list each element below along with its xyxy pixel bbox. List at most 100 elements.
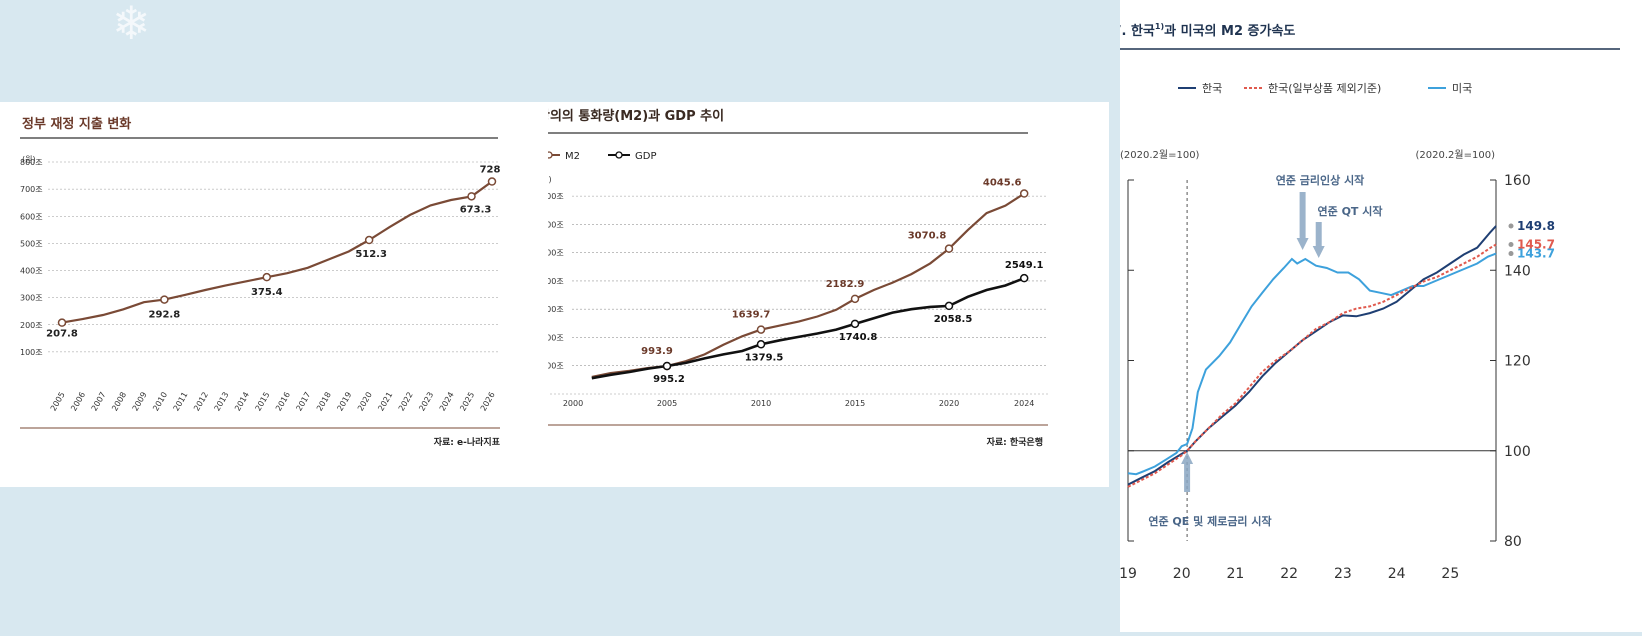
data-point-marker (850, 294, 860, 304)
x-tick-label: 2005 (657, 399, 677, 408)
rate-hike-arrow (1296, 192, 1309, 250)
series-line-2 (1127, 252, 1497, 476)
x-tick-label: 2007 (90, 391, 108, 413)
legend-label-1: GDP (635, 151, 656, 162)
legend-marker-1 (615, 151, 623, 159)
legend-marker-0 (545, 151, 553, 159)
x-tick-label: 2013 (213, 391, 231, 413)
data-point-marker (467, 192, 476, 201)
x-tick-label: 2009 (131, 391, 149, 413)
x-tick-label: 2008 (110, 391, 128, 413)
x-tick-label: 25 (1441, 566, 1459, 582)
data-point-marker (57, 318, 67, 327)
data-point-label: 993.9 (641, 346, 673, 357)
chart-title: 그림 7. 한국1)과 미국의 M2 증가속도 (1120, 22, 1295, 39)
x-tick-label: 20 (1173, 566, 1191, 582)
legend-label-1: 한국(일부상품 제외기준) (1268, 81, 1381, 95)
left-axis-note: (2020.2월=100) (1120, 149, 1200, 161)
y-tick-label: 200조 (20, 321, 43, 330)
data-point-label: 3070.8 (908, 231, 947, 242)
end-marker-2 (1508, 251, 1514, 257)
data-point-marker (944, 301, 954, 311)
data-point-label: 1639.7 (732, 310, 771, 321)
y-tick-label: 1500조 (548, 333, 564, 342)
x-tick-label: 2023 (417, 391, 435, 413)
data-point-marker (364, 235, 374, 245)
x-tick-label: 2010 (151, 391, 169, 413)
qe-arrow (1181, 452, 1194, 492)
series-line-1 (1127, 243, 1497, 488)
data-point-marker (756, 340, 766, 349)
right-axis-note: (2020.2월=100) (1416, 149, 1496, 161)
data-point-marker (1019, 273, 1029, 283)
x-tick-label: 2014 (233, 391, 251, 413)
x-tick-label: 2017 (294, 391, 312, 413)
x-tick-label: 21 (1227, 566, 1245, 582)
y-tick-label: 3000조 (548, 249, 564, 258)
data-point-marker (160, 295, 169, 304)
data-point-label: 1740.8 (839, 332, 878, 343)
end-value-label-1: 145.7 (1517, 238, 1555, 252)
y-tick-label: 4000조 (548, 362, 564, 371)
data-point-marker (487, 177, 497, 186)
y-tick-label: 2500조 (548, 277, 564, 286)
x-tick-label: 2000 (563, 399, 583, 408)
snowflake-decoration: ❄ (112, 0, 151, 50)
y-tick-label: 800조 (20, 158, 43, 167)
series-line-gdp (591, 276, 1025, 380)
y-tick-label: 4000조 (548, 192, 564, 201)
x-tick-label: 23 (1334, 566, 1352, 582)
x-tick-label: 2020 (939, 399, 959, 408)
x-tick-label: 2019 (335, 391, 353, 413)
x-tick-label: 2025 (458, 391, 476, 413)
data-point-marker (1019, 189, 1029, 198)
unit-label: (원) (22, 155, 36, 164)
x-tick-label: 2021 (376, 391, 394, 413)
x-tick-label: 2016 (274, 391, 292, 413)
source-note: 자료: e-나라지표 (434, 436, 501, 448)
y-tick-label: 300조 (20, 294, 43, 303)
y-tick-label: 400조 (20, 267, 43, 276)
x-tick-label: 19 (1120, 566, 1137, 582)
x-tick-label: 2015 (254, 391, 272, 413)
chart-title: 광의의 통화량(M2)과 GDP 추이 (548, 108, 724, 124)
annotation-qt: 연준 QT 시작 (1318, 204, 1383, 218)
end-marker-0 (1508, 223, 1514, 229)
y-tick-label: 500조 (20, 239, 43, 248)
x-tick-label: 2010 (751, 399, 771, 408)
y-tick-label-right: 100 (1504, 444, 1531, 460)
y-tick-label: 700조 (20, 185, 43, 194)
y-tick-label: 100조 (20, 348, 43, 357)
x-tick-label: 2026 (479, 391, 497, 413)
data-point-label: 375.4 (251, 287, 283, 298)
annotation-qe: 연준 QE 및 제로금리 시작 (1148, 514, 1271, 528)
y-tick-label-right: 80 (1504, 534, 1522, 550)
y-tick-label: 600조 (20, 212, 43, 221)
data-point-label: 2058.5 (934, 314, 973, 325)
end-value-label-0: 149.8 (1517, 219, 1555, 233)
x-tick-label: 2020 (356, 391, 374, 413)
data-point-label: 995.2 (653, 374, 685, 385)
end-marker-1 (1508, 242, 1514, 248)
qt-arrow (1312, 222, 1325, 258)
x-tick-label: 2024 (1014, 399, 1034, 408)
m2-gdp-chart-panel: 광의의 통화량(M2)과 GDP 추이 M2 GDP (원) 4000조 1500조 200… (534, 102, 1109, 487)
government-spending-chart: 정부 재정 지출 변화 (원) 100조 200조 300조 400조 500조 600조 70… (20, 116, 501, 448)
unit-label: (원) (548, 175, 552, 184)
y-tick-label-right: 160 (1504, 173, 1531, 189)
data-point-label: 1379.5 (745, 352, 784, 363)
data-point-label: 673.3 (460, 204, 492, 215)
x-tick-label: 2011 (172, 391, 190, 413)
data-point-label: 4045.6 (983, 178, 1022, 189)
data-point-marker (262, 272, 272, 282)
x-tick-label: 22 (1280, 566, 1298, 582)
end-value-label-2: 143.7 (1517, 247, 1555, 261)
data-point-label: 2549.1 (1005, 260, 1044, 271)
source-note: 자료: 한국은행 (987, 436, 1043, 448)
x-tick-label: 2005 (49, 391, 67, 413)
x-tick-label: 2006 (69, 391, 87, 413)
x-tick-label: 24 (1388, 566, 1406, 582)
x-tick-label: 2022 (397, 391, 415, 413)
data-point-label: 2182.9 (826, 279, 865, 290)
